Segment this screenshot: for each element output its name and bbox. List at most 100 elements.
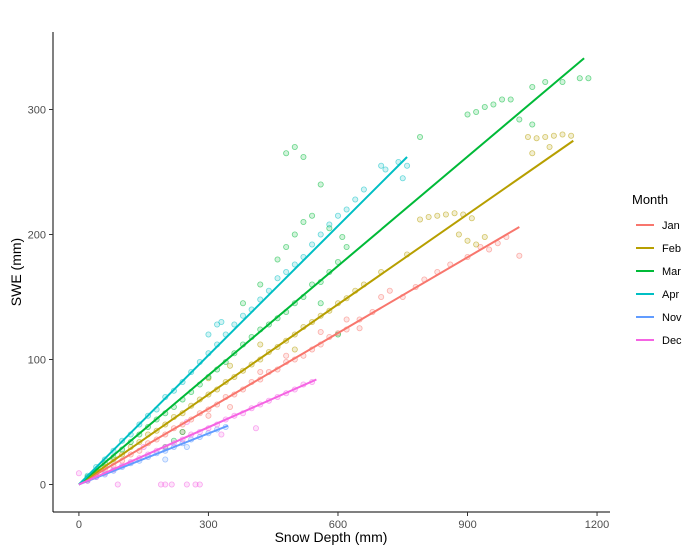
- data-point-feb: [559, 131, 566, 138]
- legend-item-nov: Nov: [636, 312, 682, 324]
- legend-title: Month: [632, 192, 668, 207]
- data-point-apr: [274, 275, 281, 282]
- data-point-feb: [291, 346, 298, 353]
- fit-line-feb: [78, 139, 574, 486]
- data-point-dec: [168, 481, 175, 488]
- data-point-apr: [399, 175, 406, 182]
- data-point-apr: [218, 318, 225, 325]
- data-point-jan: [486, 246, 493, 253]
- data-point-jan: [227, 403, 234, 410]
- data-point-jan: [378, 293, 385, 300]
- data-point-mar: [339, 233, 346, 240]
- legend-label: Nov: [662, 312, 682, 324]
- data-point-apr: [257, 296, 264, 303]
- data-point-jan: [283, 352, 290, 359]
- y-tick-label: 100: [28, 355, 46, 367]
- data-point-dec: [75, 470, 82, 477]
- data-point-dec: [183, 481, 190, 488]
- data-point-apr: [343, 206, 350, 213]
- data-point-mar: [300, 218, 307, 225]
- data-point-mar: [257, 281, 264, 288]
- x-tick-label: 1200: [585, 519, 609, 531]
- data-point-feb: [455, 231, 462, 238]
- data-point-feb: [533, 135, 540, 142]
- y-axis-ticks: 0 100 200 300: [28, 105, 53, 492]
- data-point-feb: [257, 341, 264, 348]
- data-point-mar: [481, 104, 488, 111]
- data-point-apr: [404, 162, 411, 169]
- data-point-mar: [529, 121, 536, 128]
- data-point-apr: [214, 321, 221, 328]
- data-point-mar: [334, 258, 341, 265]
- data-point-apr: [239, 312, 246, 319]
- fit-line-mar: [78, 57, 585, 486]
- data-point-feb: [529, 150, 536, 157]
- data-point-feb: [434, 212, 441, 219]
- data-point-apr: [317, 231, 324, 238]
- data-point-feb: [442, 211, 449, 218]
- data-point-mar: [542, 79, 549, 86]
- data-point-jan: [317, 328, 324, 335]
- data-point-feb: [546, 143, 553, 150]
- data-point-jan: [257, 368, 264, 375]
- legend-label: Feb: [662, 243, 681, 255]
- x-tick-label: 600: [329, 519, 347, 531]
- legend-label: Mar: [662, 266, 681, 278]
- data-point-mar: [300, 153, 307, 160]
- y-tick-label: 300: [28, 105, 46, 117]
- data-point-feb: [451, 210, 458, 217]
- fit-lines: [78, 57, 585, 486]
- data-point-apr: [382, 166, 389, 173]
- x-tick-label: 300: [199, 519, 217, 531]
- data-point-apr: [265, 287, 272, 294]
- data-point-mar: [417, 133, 424, 140]
- data-point-dec: [196, 481, 203, 488]
- legend-item-dec: Dec: [636, 335, 682, 347]
- data-point-feb: [417, 216, 424, 223]
- legend-item-mar: Mar: [636, 266, 681, 278]
- legend-label: Apr: [662, 289, 679, 301]
- data-point-mar: [343, 243, 350, 250]
- data-point-apr: [334, 212, 341, 219]
- legend-item-apr: Apr: [636, 289, 679, 301]
- data-point-apr: [309, 241, 316, 248]
- data-point-apr: [378, 162, 385, 169]
- data-points: [75, 75, 592, 488]
- data-point-mar: [283, 243, 290, 250]
- data-point-mar: [516, 116, 523, 123]
- data-point-dec: [157, 481, 164, 488]
- data-point-mar: [576, 75, 583, 82]
- data-point-apr: [291, 261, 298, 268]
- data-point-mar: [309, 212, 316, 219]
- data-point-jan: [343, 316, 350, 323]
- data-point-feb: [227, 362, 234, 369]
- data-point-mar: [274, 256, 281, 263]
- data-point-mar: [490, 101, 497, 108]
- data-point-feb: [481, 233, 488, 240]
- data-point-dec: [218, 431, 225, 438]
- fit-line-dec: [78, 378, 317, 486]
- data-point-feb: [468, 215, 475, 222]
- data-point-dec: [192, 481, 199, 488]
- x-tick-label: 0: [76, 519, 82, 531]
- data-point-feb: [473, 241, 480, 248]
- legend: Month Jan Feb Mar Apr Nov Dec: [632, 192, 682, 347]
- data-point-mar: [464, 111, 471, 118]
- data-point-mar: [473, 109, 480, 116]
- fit-line-nov: [78, 424, 229, 486]
- data-point-nov: [162, 456, 169, 463]
- data-point-mar: [283, 150, 290, 157]
- data-point-mar: [559, 79, 566, 86]
- legend-label: Dec: [662, 335, 682, 347]
- data-point-feb: [542, 133, 549, 140]
- data-point-apr: [231, 321, 238, 328]
- data-point-mar: [239, 300, 246, 307]
- data-point-apr: [326, 221, 333, 228]
- x-axis-ticks: 0 300 600 900 1200: [76, 512, 609, 531]
- x-axis-title: Snow Depth (mm): [275, 529, 388, 545]
- data-point-mar: [317, 181, 324, 188]
- data-point-mar: [291, 231, 298, 238]
- data-point-apr: [283, 268, 290, 275]
- data-point-feb: [524, 133, 531, 140]
